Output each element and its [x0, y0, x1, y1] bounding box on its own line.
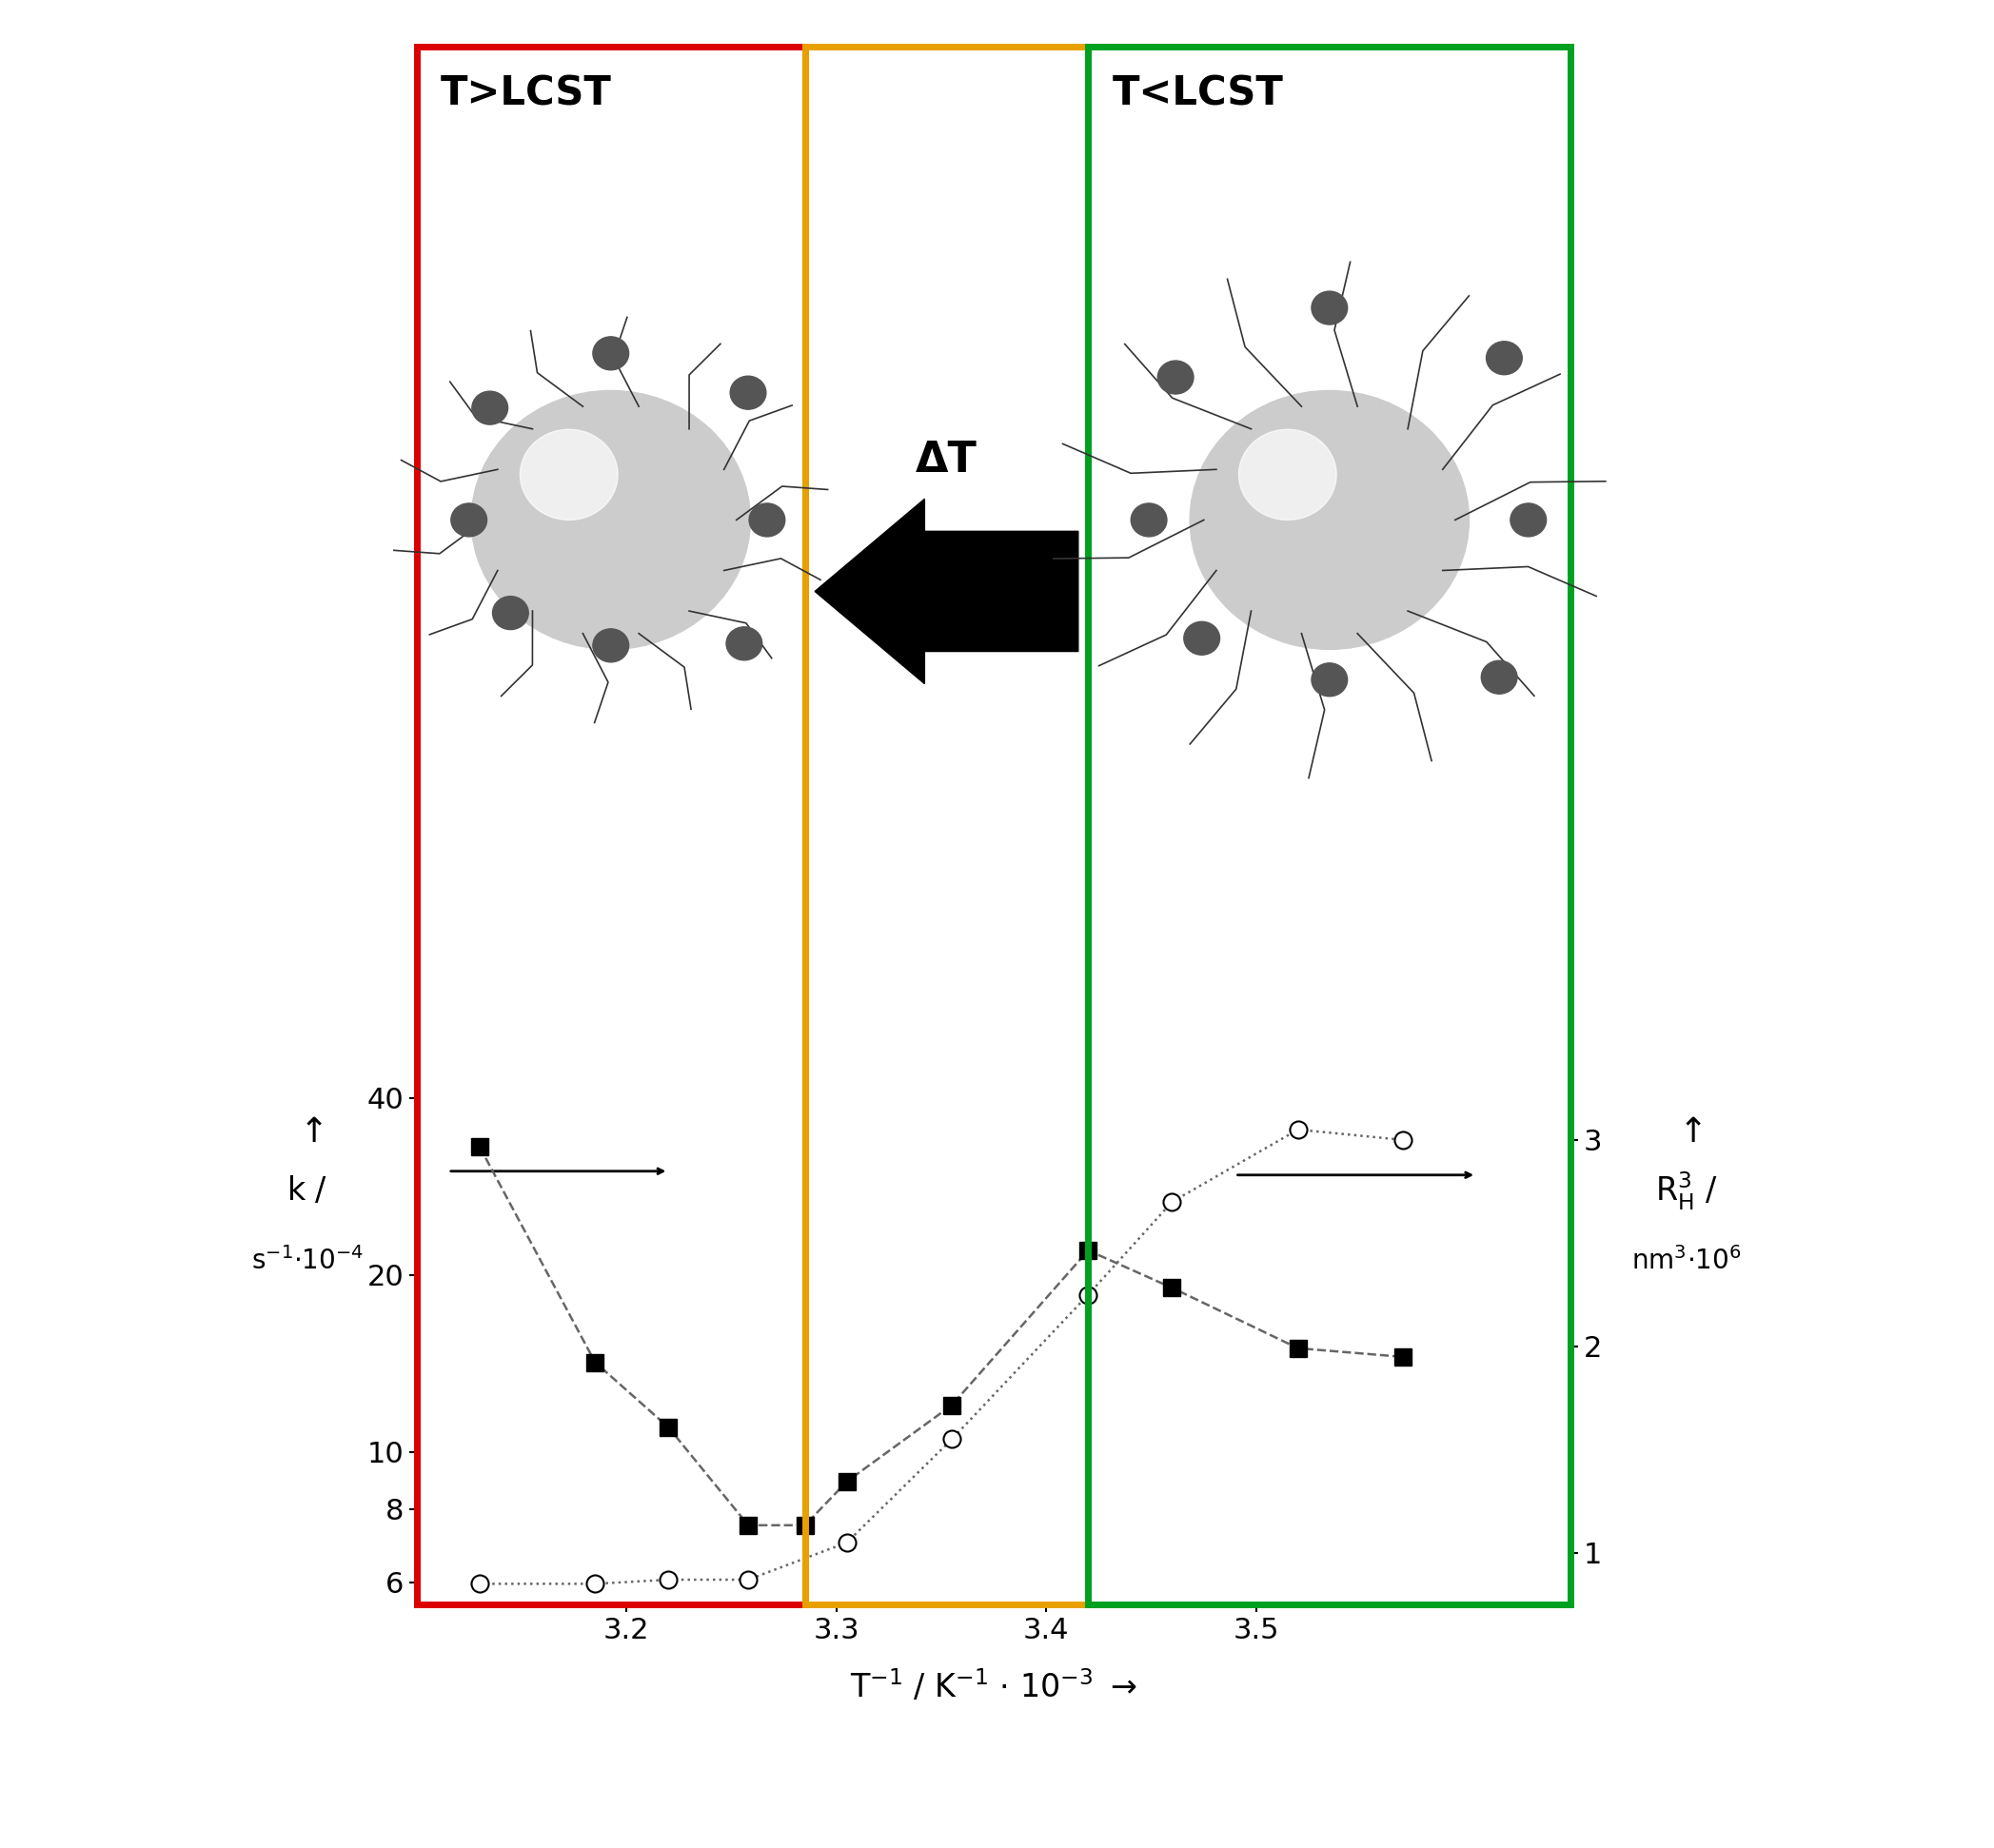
- Text: T<LCST: T<LCST: [1113, 74, 1284, 115]
- Circle shape: [592, 628, 628, 662]
- Circle shape: [1184, 621, 1220, 654]
- Text: $\uparrow$: $\uparrow$: [1671, 1116, 1701, 1148]
- Circle shape: [1131, 503, 1166, 536]
- FancyArrow shape: [816, 499, 1079, 684]
- Circle shape: [750, 503, 786, 536]
- Circle shape: [726, 626, 762, 660]
- Circle shape: [471, 390, 750, 649]
- Text: $k$ /: $k$ /: [287, 1175, 327, 1207]
- Circle shape: [730, 377, 766, 410]
- Circle shape: [493, 597, 528, 630]
- Circle shape: [1312, 663, 1348, 697]
- Circle shape: [451, 503, 487, 536]
- Text: s$^{-1}$$\cdot$10$^{-4}$: s$^{-1}$$\cdot$10$^{-4}$: [251, 1247, 363, 1275]
- Circle shape: [1486, 342, 1521, 375]
- Text: T>LCST: T>LCST: [441, 74, 612, 115]
- Text: $\uparrow$: $\uparrow$: [291, 1116, 323, 1148]
- Circle shape: [1159, 360, 1194, 394]
- Circle shape: [592, 336, 628, 370]
- Circle shape: [473, 392, 508, 425]
- Circle shape: [520, 429, 618, 519]
- X-axis label: $T^{-1}$ / K$^{-1}$ $\cdot$ 10$^{-3}$ $\rightarrow$: $T^{-1}$ / K$^{-1}$ $\cdot$ 10$^{-3}$ $\…: [849, 1669, 1137, 1704]
- Circle shape: [1238, 429, 1336, 519]
- Text: $R_H^3$ /: $R_H^3$ /: [1655, 1170, 1717, 1212]
- Circle shape: [1190, 390, 1470, 649]
- Text: ΔT: ΔT: [915, 440, 977, 480]
- Text: nm$^3$$\cdot$10$^6$: nm$^3$$\cdot$10$^6$: [1631, 1247, 1741, 1275]
- Circle shape: [1312, 292, 1348, 325]
- Circle shape: [1482, 660, 1517, 693]
- Circle shape: [1509, 503, 1545, 536]
